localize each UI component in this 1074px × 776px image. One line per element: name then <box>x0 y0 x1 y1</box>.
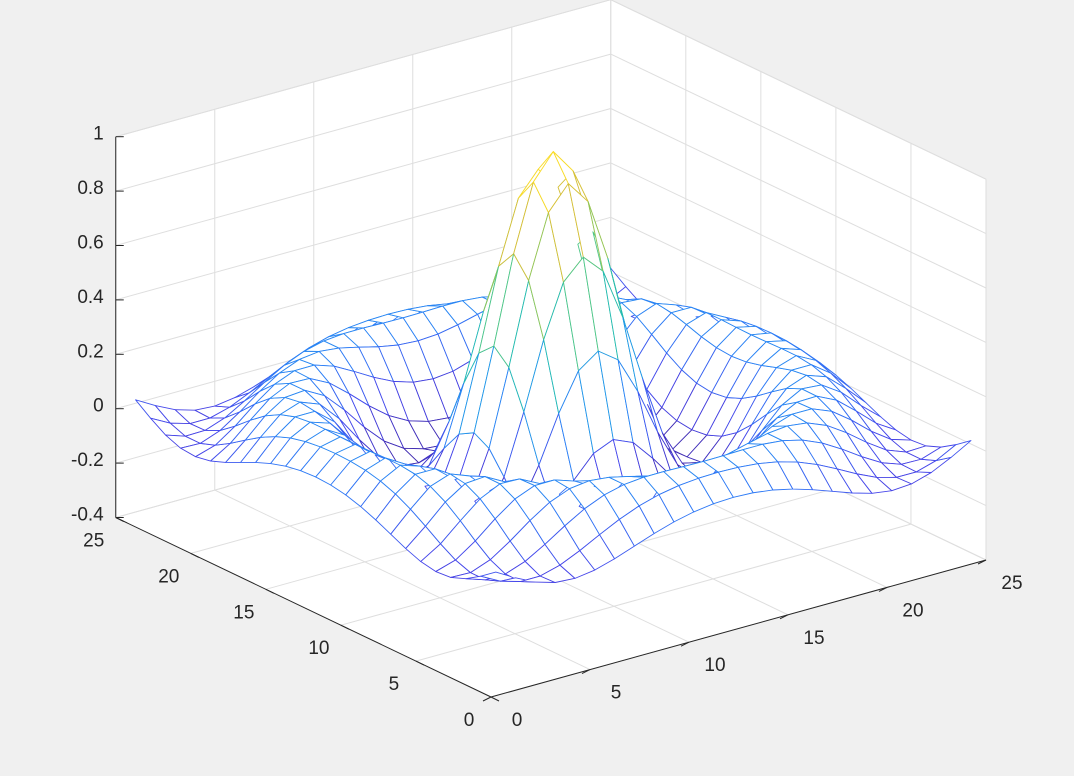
y-tick-mark <box>340 624 350 630</box>
grid-line-z-wall-y <box>610 216 987 398</box>
z-tick-label: -0.4 <box>71 505 104 526</box>
grid-line-z-wall-x <box>115 53 611 192</box>
y-tick-label: 15 <box>233 602 254 623</box>
x-tick-label: 10 <box>704 655 725 676</box>
x-axis-line <box>490 559 987 698</box>
x-tick-label: 5 <box>611 683 622 704</box>
x-tick-label: 20 <box>902 600 923 621</box>
mesh-cell <box>935 440 972 462</box>
z-tick-label: 0.4 <box>77 287 104 308</box>
z-tick-label: 0.6 <box>77 233 103 254</box>
x-tick-label: 15 <box>803 628 824 649</box>
z-tick-label: 1 <box>93 124 104 145</box>
y-tick-mark <box>190 552 200 558</box>
x-tick-mark <box>680 641 690 647</box>
y-tick-label: 5 <box>389 674 400 695</box>
y-tick-label: 0 <box>464 710 475 731</box>
x-tick-mark <box>482 696 492 702</box>
x-tick-mark <box>878 586 888 592</box>
mesh-surface <box>135 151 972 583</box>
grid-line-z-wall-y <box>610 53 987 235</box>
grid-line-x-floor <box>214 489 591 671</box>
y-axis-line <box>115 517 492 698</box>
y-tick-mark <box>115 517 124 522</box>
z-tick-label: 0 <box>93 396 104 417</box>
y-tick-mark <box>490 696 500 702</box>
x-tick-mark <box>977 559 987 565</box>
axes-box <box>115 0 987 702</box>
y-tick-label: 20 <box>158 566 179 587</box>
y-tick-label: 25 <box>83 531 104 552</box>
y-tick-label: 10 <box>308 638 329 659</box>
box-top-edge <box>115 0 611 138</box>
z-tick-label: 0.2 <box>77 341 103 362</box>
y-tick-mark <box>265 588 275 594</box>
x-tick-label: 25 <box>1001 573 1022 594</box>
x-tick-label: 0 <box>512 710 523 731</box>
box-top-edge <box>610 0 987 180</box>
x-tick-mark <box>581 669 591 675</box>
tick-labels: 0 5 10 15 20 25 0 5 10 15 20 25 -0.4 -0.2 0 0.2 0.4 0.6 0.… <box>71 124 1023 731</box>
y-tick-mark <box>415 660 425 666</box>
z-tick-label: -0.2 <box>71 450 104 471</box>
grid-line-z-wall-x <box>115 108 611 246</box>
grid-line-z-wall-y <box>610 108 987 289</box>
x-tick-mark <box>779 614 789 620</box>
z-tick-label: 0.8 <box>77 178 103 199</box>
grid-line-z-wall-y <box>610 162 987 343</box>
grid-line-y-floor <box>415 523 912 662</box>
